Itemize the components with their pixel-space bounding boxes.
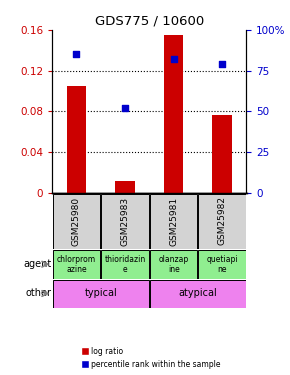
- Text: atypical: atypical: [179, 288, 217, 298]
- Point: [123, 105, 127, 111]
- FancyBboxPatch shape: [53, 280, 149, 308]
- Text: typical: typical: [84, 288, 117, 298]
- Legend: log ratio, percentile rank within the sample: log ratio, percentile rank within the sa…: [78, 345, 223, 371]
- Point: [220, 61, 224, 67]
- Point: [171, 56, 176, 62]
- Point: [74, 51, 79, 57]
- Text: agent: agent: [23, 259, 51, 269]
- Text: chlorprom
azine: chlorprom azine: [57, 255, 96, 274]
- Text: olanzap
ine: olanzap ine: [159, 255, 189, 274]
- FancyBboxPatch shape: [53, 194, 100, 249]
- FancyBboxPatch shape: [101, 194, 149, 249]
- Title: GDS775 / 10600: GDS775 / 10600: [95, 15, 204, 27]
- FancyBboxPatch shape: [198, 194, 246, 249]
- Text: thioridazin
e: thioridazin e: [104, 255, 146, 274]
- Text: other: other: [25, 288, 51, 298]
- Text: GSM25980: GSM25980: [72, 196, 81, 246]
- FancyBboxPatch shape: [150, 249, 197, 279]
- Bar: [115, 181, 135, 193]
- FancyBboxPatch shape: [198, 249, 246, 279]
- FancyBboxPatch shape: [53, 249, 100, 279]
- Text: GSM25982: GSM25982: [218, 196, 227, 246]
- FancyBboxPatch shape: [150, 194, 197, 249]
- Bar: [67, 86, 86, 193]
- Bar: [213, 114, 232, 193]
- Text: GSM25983: GSM25983: [121, 196, 130, 246]
- Text: GSM25981: GSM25981: [169, 196, 178, 246]
- FancyBboxPatch shape: [150, 280, 246, 308]
- FancyBboxPatch shape: [101, 249, 149, 279]
- Bar: [164, 35, 183, 193]
- Text: quetiapi
ne: quetiapi ne: [206, 255, 238, 274]
